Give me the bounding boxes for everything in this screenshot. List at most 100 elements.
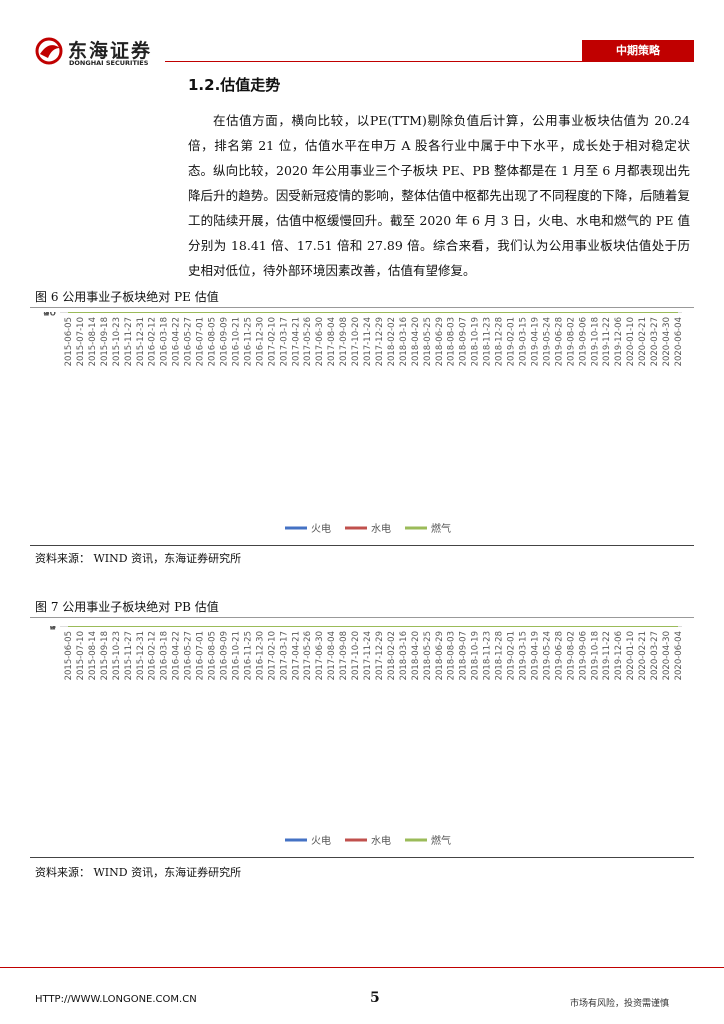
source-note: 资料来源： WIND 资讯，东海证券研究所 bbox=[35, 866, 242, 879]
y-tick-label: 4 bbox=[50, 626, 56, 633]
y-tick-label: 20 bbox=[43, 312, 56, 319]
x-tick-label: 2018-04-20 bbox=[411, 631, 421, 680]
x-tick-label: 2016-07-01 bbox=[196, 631, 206, 680]
x-tick-label: 2019-08-02 bbox=[566, 631, 576, 680]
x-tick-label: 2016-08-05 bbox=[208, 631, 218, 680]
x-tick-label: 2016-10-21 bbox=[231, 631, 241, 680]
legend-label: 水电 bbox=[371, 522, 391, 535]
x-tick-label: 2019-11-22 bbox=[602, 317, 612, 366]
x-tick-label: 2015-10-23 bbox=[112, 317, 122, 366]
y-tick-label: 10 bbox=[43, 312, 56, 319]
figure-caption: 图 7 公用事业子板块绝对 PB 估值 bbox=[35, 600, 219, 614]
x-tick-label: 2016-12-30 bbox=[255, 631, 265, 680]
y-tick-label: 6 bbox=[50, 626, 56, 633]
x-tick-label: 2015-12-31 bbox=[136, 631, 146, 680]
x-tick-label: 2017-04-21 bbox=[291, 317, 301, 366]
x-tick-label: 2016-11-25 bbox=[243, 631, 253, 680]
footer-url: HTTP://WWW.LONGONE.COM.CN bbox=[35, 994, 197, 1005]
x-tick-label: 2015-10-23 bbox=[112, 631, 122, 680]
x-tick-label: 2018-11-23 bbox=[483, 317, 493, 366]
section-heading: 1.2.估值走势 bbox=[188, 76, 281, 94]
paragraph: 纵向比较，2020 年公用事业三个子板块 PE、PB 整体都是在 1 月至 6 … bbox=[188, 163, 690, 278]
x-tick-label: 2015-07-10 bbox=[76, 631, 86, 680]
x-tick-label: 2015-06-05 bbox=[64, 631, 74, 680]
x-tick-label: 2016-02-12 bbox=[148, 317, 158, 366]
y-tick-label: 0 bbox=[50, 312, 56, 319]
x-tick-label: 2018-10-19 bbox=[471, 317, 481, 366]
x-tick-label: 2017-08-04 bbox=[327, 631, 337, 680]
x-tick-label: 2020-06-04 bbox=[674, 317, 684, 366]
y-tick-label: 40 bbox=[43, 312, 56, 319]
x-tick-label: 2019-10-18 bbox=[590, 317, 600, 366]
x-tick-label: 2017-03-17 bbox=[279, 631, 289, 680]
rule bbox=[30, 545, 694, 546]
x-tick-label: 2020-01-10 bbox=[626, 317, 636, 366]
x-tick-label: 2020-01-10 bbox=[626, 631, 636, 680]
legend-label: 水电 bbox=[371, 834, 391, 847]
report-tag: 中期策略 bbox=[582, 40, 694, 62]
x-tick-label: 2020-03-27 bbox=[650, 631, 660, 680]
x-tick-label: 2019-10-18 bbox=[590, 631, 600, 680]
rule bbox=[30, 307, 694, 308]
disclaimer: 市场有风险，投资需谨慎 bbox=[570, 999, 670, 1009]
paragraph: 在估值方面，横向比较，以PE(TTM)剔除负值后计算，公用事业板块估值为 20.… bbox=[188, 113, 690, 178]
x-tick-label: 2016-09-09 bbox=[219, 631, 229, 680]
y-tick-label: 60 bbox=[43, 312, 56, 319]
x-tick-label: 2018-03-16 bbox=[399, 631, 409, 680]
x-tick-label: 2019-05-24 bbox=[542, 631, 552, 680]
x-tick-label: 2015-11-27 bbox=[124, 317, 134, 366]
x-tick-label: 2019-06-28 bbox=[554, 631, 564, 680]
x-tick-label: 2016-05-27 bbox=[184, 631, 194, 680]
x-tick-label: 2020-02-21 bbox=[638, 317, 648, 366]
x-tick-label: 2020-02-21 bbox=[638, 631, 648, 680]
legend-label: 燃气 bbox=[431, 522, 451, 535]
y-tick-label: 2 bbox=[50, 626, 56, 633]
x-tick-label: 2017-02-10 bbox=[267, 631, 277, 680]
x-tick-label: 2017-03-17 bbox=[279, 317, 289, 366]
x-tick-label: 2015-08-14 bbox=[88, 631, 98, 680]
x-tick-label: 2017-12-29 bbox=[375, 631, 385, 680]
x-tick-label: 2019-03-15 bbox=[519, 317, 529, 366]
x-tick-label: 2019-05-24 bbox=[542, 317, 552, 366]
y-tick-label: 50 bbox=[43, 312, 56, 319]
x-tick-label: 2018-02-02 bbox=[387, 631, 397, 680]
x-tick-label: 2018-10-19 bbox=[471, 631, 481, 680]
x-tick-label: 2015-06-05 bbox=[64, 317, 74, 366]
source-note: 资料来源： WIND 资讯，东海证券研究所 bbox=[35, 552, 242, 565]
x-tick-label: 2017-09-08 bbox=[339, 631, 349, 680]
x-tick-label: 2020-03-27 bbox=[650, 317, 660, 366]
x-tick-label: 2018-02-02 bbox=[387, 317, 397, 366]
x-tick-label: 2015-12-31 bbox=[136, 317, 146, 366]
legend-label: 火电 bbox=[311, 834, 331, 847]
x-tick-label: 2019-06-28 bbox=[554, 317, 564, 366]
x-tick-label: 2020-06-04 bbox=[674, 631, 684, 680]
footer-rule bbox=[0, 967, 724, 968]
y-tick-label: 5 bbox=[50, 626, 56, 633]
rule bbox=[30, 617, 694, 618]
x-tick-label: 2017-05-26 bbox=[303, 317, 313, 366]
x-tick-label: 2018-11-23 bbox=[483, 631, 493, 680]
figure-caption: 图 6 公用事业子板块绝对 PE 估值 bbox=[35, 290, 219, 304]
x-tick-label: 2019-09-06 bbox=[578, 631, 588, 680]
x-tick-label: 2016-12-30 bbox=[255, 317, 265, 366]
x-tick-label: 2016-09-09 bbox=[219, 317, 229, 366]
x-tick-label: 2019-11-22 bbox=[602, 631, 612, 680]
x-tick-label: 2019-12-06 bbox=[614, 631, 624, 680]
x-tick-label: 2018-08-03 bbox=[447, 631, 457, 680]
x-tick-label: 2016-07-01 bbox=[196, 317, 206, 366]
x-tick-label: 2016-08-05 bbox=[208, 317, 218, 366]
x-tick-label: 2018-08-03 bbox=[447, 317, 457, 366]
x-tick-label: 2017-02-10 bbox=[267, 317, 277, 366]
x-tick-label: 2019-04-19 bbox=[530, 317, 540, 366]
x-tick-label: 2018-06-29 bbox=[435, 631, 445, 680]
x-tick-label: 2016-11-25 bbox=[243, 317, 253, 366]
legend-label: 火电 bbox=[311, 522, 331, 535]
x-tick-label: 2017-11-24 bbox=[363, 317, 373, 366]
page-number: 5 bbox=[370, 990, 380, 1006]
logo-subtext: DONGHAI SECURITIES bbox=[69, 59, 149, 67]
x-tick-label: 2019-09-06 bbox=[578, 317, 588, 366]
x-tick-label: 2015-09-18 bbox=[100, 631, 110, 680]
